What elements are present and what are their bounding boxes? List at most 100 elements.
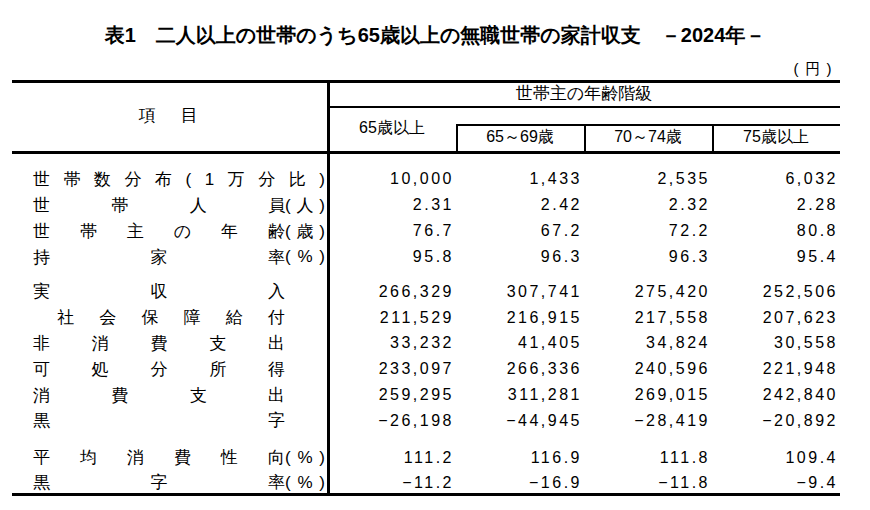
row-label: 平均消費性向 (%) — [12, 446, 328, 469]
row-label-name: 非消費支出 — [33, 332, 285, 355]
row-label: 黒字 — [12, 409, 328, 432]
value-cell-65-69: 67.2 — [456, 222, 584, 240]
value-cell-65-69: 96.3 — [456, 248, 584, 266]
item-column-header: 項 目 — [12, 80, 328, 151]
row-label-name: 持家率 — [33, 246, 285, 269]
row-label-name: 世帯数分布(1万分比) — [33, 168, 325, 191]
table-row: 持家率 (%) 95.8 96.3 96.3 95.4 — [12, 244, 840, 270]
row-label: 持家率 (%) — [12, 246, 328, 269]
row-group: 平均消費性向 (%) 111.2 116.9 111.8 109.4 黒字率 (… — [12, 445, 840, 495]
value-cell-65-69: −44,945 — [456, 412, 584, 430]
value-cell-75-and-over: −20,892 — [712, 412, 840, 430]
table-row: 社会保障給付 211,529 216,915 217,558 207,623 — [12, 305, 840, 331]
row-label: 可処分所得 — [12, 358, 328, 381]
value-cell-75-and-over: 252,506 — [712, 283, 840, 301]
table-row: 平均消費性向 (%) 111.2 116.9 111.8 109.4 — [12, 445, 840, 470]
value-cell-65-and-over: 266,329 — [328, 283, 456, 301]
value-cell-70-74: −11.8 — [584, 474, 712, 492]
value-cell-70-74: −28,419 — [584, 412, 712, 430]
value-cell-70-74: 96.3 — [584, 248, 712, 266]
column-header-65-69: 65～69歳 — [456, 124, 584, 151]
value-cell-65-and-over: 259,295 — [328, 386, 456, 404]
value-cell-70-74: 72.2 — [584, 222, 712, 240]
value-cell-65-69: 307,741 — [456, 283, 584, 301]
table-row: 世帯人員 (人) 2.31 2.42 2.32 2.28 — [12, 192, 840, 218]
row-group: 世帯数分布(1万分比) 10,000 1,433 2,535 6,032 世帯人… — [12, 166, 840, 270]
value-cell-75-and-over: 242,840 — [712, 386, 840, 404]
row-label: 世帯主の年齢 (歳) — [12, 220, 328, 243]
value-cell-75-and-over: 80.8 — [712, 222, 840, 240]
row-label-name: 可処分所得 — [33, 358, 285, 381]
row-label: 世帯数分布(1万分比) — [12, 168, 328, 191]
row-label: 実収入 — [12, 280, 328, 303]
row-label-name: 世帯人員 — [33, 194, 285, 217]
value-cell-75-and-over: 207,623 — [712, 309, 840, 327]
value-cell-65-and-over: 211,529 — [328, 309, 456, 327]
table-row: 黒字率 (%) −11.2 −16.9 −11.8 −9.4 — [12, 470, 840, 495]
row-label-name: 黒字 — [33, 409, 285, 432]
value-cell-65-and-over: −26,198 — [328, 412, 456, 430]
value-cell-65-69: 2.42 — [456, 196, 584, 214]
row-label: 社会保障給付 — [12, 306, 328, 329]
value-cell-70-74: 269,015 — [584, 386, 712, 404]
value-cell-65-and-over: 76.7 — [328, 222, 456, 240]
table-row: 可処分所得 233,097 266,336 240,596 221,948 — [12, 356, 840, 382]
statistics-table: 項 目 世帯主の年齢階級 65歳以上 65～69歳 70～74歳 75歳以上 世… — [12, 80, 840, 500]
value-cell-70-74: 111.8 — [584, 449, 712, 467]
row-label-unit: (歳) — [285, 220, 325, 243]
row-label: 非消費支出 — [12, 332, 328, 355]
value-cell-65-and-over: 111.2 — [328, 449, 456, 467]
value-cell-70-74: 275,420 — [584, 283, 712, 301]
row-label-unit: (%) — [285, 247, 325, 267]
row-label: 世帯人員 (人) — [12, 194, 328, 217]
row-label-name: 黒字率 — [33, 471, 285, 494]
table-body: 世帯数分布(1万分比) 10,000 1,433 2,535 6,032 世帯人… — [12, 154, 840, 495]
table-row: 黒字 −26,198 −44,945 −28,419 −20,892 — [12, 408, 840, 434]
value-cell-70-74: 240,596 — [584, 360, 712, 378]
row-label-name: 消費支出 — [33, 384, 285, 407]
row-label-name: 実収入 — [33, 280, 285, 303]
row-label-unit: (%) — [285, 473, 325, 493]
unit-note: (円) — [794, 60, 839, 79]
value-cell-65-69: 1,433 — [456, 170, 584, 188]
value-cell-75-and-over: 30,558 — [712, 334, 840, 352]
table-row: 非消費支出 33,232 41,405 34,824 30,558 — [12, 331, 840, 357]
column-header-65-and-over: 65歳以上 — [328, 106, 456, 151]
column-header-70-74: 70～74歳 — [584, 124, 712, 151]
row-label: 黒字率 (%) — [12, 471, 328, 494]
value-cell-65-and-over: −11.2 — [328, 474, 456, 492]
value-cell-70-74: 34,824 — [584, 334, 712, 352]
row-label-name: 社会保障給付 — [33, 306, 285, 329]
value-cell-65-69: 116.9 — [456, 449, 584, 467]
row-label-unit: (%) — [285, 448, 325, 468]
value-cell-70-74: 2.32 — [584, 196, 712, 214]
value-cell-75-and-over: −9.4 — [712, 474, 840, 492]
value-cell-65-69: 216,915 — [456, 309, 584, 327]
value-cell-75-and-over: 221,948 — [712, 360, 840, 378]
value-cell-75-and-over: 6,032 — [712, 170, 840, 188]
row-label-name: 世帯主の年齢 — [33, 220, 285, 243]
table-row: 世帯数分布(1万分比) 10,000 1,433 2,535 6,032 — [12, 166, 840, 192]
value-cell-65-and-over: 2.31 — [328, 196, 456, 214]
value-cell-65-and-over: 233,097 — [328, 360, 456, 378]
row-label: 消費支出 — [12, 384, 328, 407]
value-cell-65-and-over: 10,000 — [328, 170, 456, 188]
value-cell-70-74: 217,558 — [584, 309, 712, 327]
value-cell-75-and-over: 95.4 — [712, 248, 840, 266]
table-row: 実収入 266,329 307,741 275,420 252,506 — [12, 279, 840, 305]
value-cell-75-and-over: 109.4 — [712, 449, 840, 467]
table-row: 世帯主の年齢 (歳) 76.7 67.2 72.2 80.8 — [12, 218, 840, 244]
value-cell-65-and-over: 33,232 — [328, 334, 456, 352]
value-cell-70-74: 2,535 — [584, 170, 712, 188]
column-header-75-and-over: 75歳以上 — [712, 124, 840, 151]
table-title: 表1 二人以上の世帯のうち65歳以上の無職世帯の家計収支 －2024年－ — [0, 22, 870, 49]
value-cell-75-and-over: 2.28 — [712, 196, 840, 214]
value-cell-65-69: −16.9 — [456, 474, 584, 492]
table-row: 消費支出 259,295 311,281 269,015 242,840 — [12, 382, 840, 408]
row-label-name: 平均消費性向 — [33, 446, 285, 469]
value-cell-65-69: 41,405 — [456, 334, 584, 352]
age-class-group-header: 世帯主の年齢階級 — [328, 80, 840, 106]
value-cell-65-69: 311,281 — [456, 386, 584, 404]
row-group: 実収入 266,329 307,741 275,420 252,506 社会保障… — [12, 279, 840, 434]
value-cell-65-and-over: 95.8 — [328, 248, 456, 266]
